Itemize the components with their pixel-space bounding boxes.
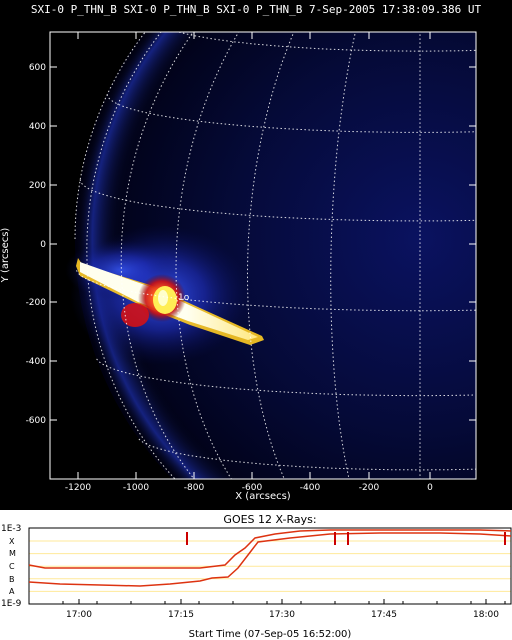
goes-flux-label: M bbox=[9, 549, 16, 558]
goes-time-label: 18:00 bbox=[473, 610, 499, 620]
goes-flux-bands bbox=[29, 540, 511, 592]
goes-panel-background bbox=[0, 510, 512, 640]
goes-axes-frame bbox=[28, 527, 512, 605]
solar-image: 1o bbox=[50, 32, 476, 479]
y-tick-label: 200 bbox=[29, 181, 46, 191]
flare-loop: 1o bbox=[76, 258, 264, 345]
y-tick-label: 400 bbox=[29, 122, 46, 132]
goes-flux-label: A bbox=[9, 587, 15, 596]
heliographic-grid bbox=[74, 32, 476, 479]
y-tick-label: -600 bbox=[26, 416, 47, 426]
goes-flux-label: C bbox=[9, 562, 15, 571]
goes-observation-markers bbox=[186, 532, 506, 545]
x-tick-label: -1200 bbox=[65, 483, 91, 493]
y-tick-label: -400 bbox=[26, 357, 47, 367]
y-axis-label: Y (arcsecs) bbox=[0, 228, 11, 284]
y-axis-ticks: 600 400 200 0 -200 -400 -600 bbox=[26, 63, 476, 426]
x-tick-label: -400 bbox=[300, 483, 321, 493]
x-tick-label: 0 bbox=[427, 483, 433, 493]
goes-flux-label: X bbox=[9, 537, 15, 546]
goes-time-label: 17:30 bbox=[269, 610, 295, 620]
y-tick-label: 0 bbox=[40, 240, 46, 250]
goes-flux-label: 1E-9 bbox=[1, 599, 22, 609]
goes-flux-curves bbox=[28, 529, 512, 587]
x-tick-label: -600 bbox=[242, 483, 263, 493]
goes-time-ticks: 17:00 17:15 17:30 17:45 18:00 bbox=[28, 599, 506, 620]
goes-time-label: 17:00 bbox=[66, 610, 92, 620]
x-tick-label: -1000 bbox=[123, 483, 149, 493]
goes-time-label: 17:45 bbox=[371, 610, 397, 620]
goes-short-channel-curve bbox=[28, 532, 512, 587]
y-tick-label: 600 bbox=[29, 63, 46, 73]
x-axis-ticks: -1200 -1000 -800 -600 -400 -200 0 bbox=[65, 32, 433, 493]
x-tick-label: -800 bbox=[184, 483, 205, 493]
goes-flux-label: B bbox=[9, 575, 15, 584]
goes-long-channel-curve bbox=[28, 529, 512, 569]
svg-text:1o: 1o bbox=[178, 293, 190, 303]
y-tick-label: -200 bbox=[26, 298, 47, 308]
page-title: SXI-0 P_THN_B SXI-0 P_THN_B SXI-0 P_THN_… bbox=[30, 3, 482, 16]
image-axes-frame bbox=[49, 31, 477, 480]
goes-flux-label: 1E-3 bbox=[1, 524, 21, 534]
goes-time-label: 17:15 bbox=[168, 610, 194, 620]
x-axis-label: X (arcsecs) bbox=[235, 491, 291, 502]
x-tick-label: -200 bbox=[359, 483, 380, 493]
goes-x-label: Start Time (07-Sep-05 16:52:00) bbox=[189, 629, 352, 640]
solar-image-panel: 1o -1200 -1000 -800 -600 -400 -200 0 600 400 200… bbox=[0, 31, 477, 502]
goes-title: GOES 12 X-Rays: bbox=[223, 513, 316, 526]
